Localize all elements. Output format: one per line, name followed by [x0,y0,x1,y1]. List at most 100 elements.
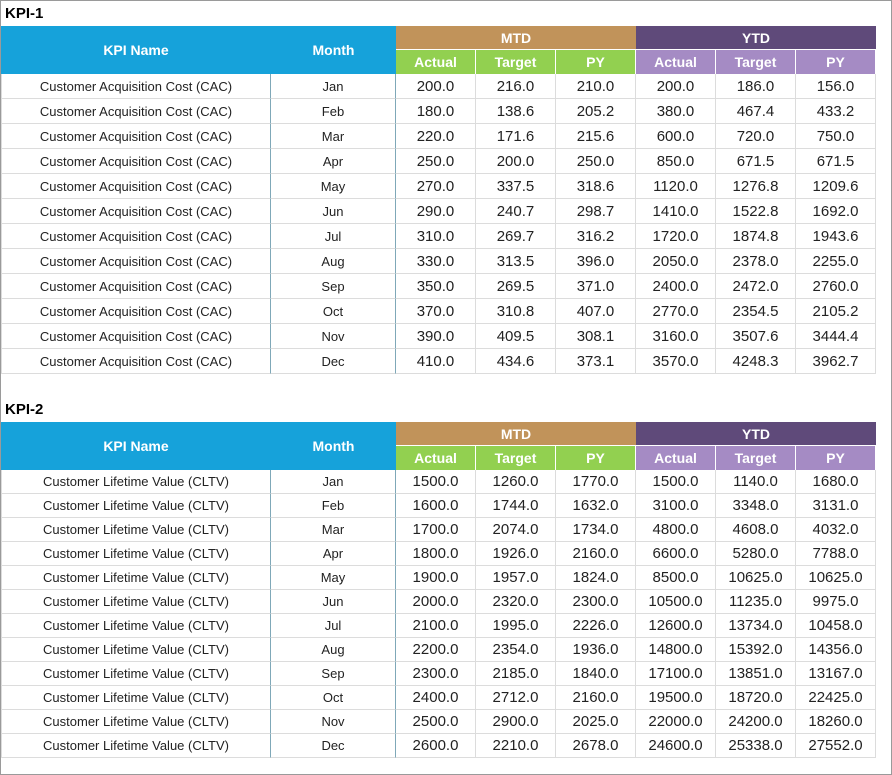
month-cell: Nov [271,324,396,349]
month-cell: Jul [271,614,396,638]
sub-header: PY [796,50,876,74]
value-cell: 18720.0 [716,686,796,710]
value-cell: 2760.0 [796,274,876,299]
value-cell: 200.0 [636,74,716,99]
kpi-name-cell: Customer Lifetime Value (CLTV) [1,470,271,494]
value-cell: 1209.6 [796,174,876,199]
kpi-name-cell: Customer Acquisition Cost (CAC) [1,224,271,249]
month-cell: Apr [271,542,396,566]
kpi-name-cell: Customer Acquisition Cost (CAC) [1,274,271,299]
month-cell: Jun [271,590,396,614]
value-cell: 316.2 [556,224,636,249]
value-cell: 2210.0 [476,734,556,758]
value-cell: 1926.0 [476,542,556,566]
value-cell: 2900.0 [476,710,556,734]
month-cell: May [271,174,396,199]
value-cell: 1600.0 [396,494,476,518]
value-cell: 186.0 [716,74,796,99]
value-cell: 250.0 [396,149,476,174]
value-cell: 25338.0 [716,734,796,758]
value-cell: 330.0 [396,249,476,274]
value-cell: 2185.0 [476,662,556,686]
header-mtd: MTD [396,26,636,50]
month-cell: Jan [271,74,396,99]
kpi-name-cell: Customer Lifetime Value (CLTV) [1,638,271,662]
value-cell: 215.6 [556,124,636,149]
value-cell: 3348.0 [716,494,796,518]
value-cell: 2678.0 [556,734,636,758]
value-cell: 310.0 [396,224,476,249]
value-cell: 3131.0 [796,494,876,518]
kpi-name-cell: Customer Acquisition Cost (CAC) [1,149,271,174]
value-cell: 180.0 [396,99,476,124]
value-cell: 298.7 [556,199,636,224]
value-cell: 720.0 [716,124,796,149]
value-cell: 373.1 [556,349,636,374]
value-cell: 2226.0 [556,614,636,638]
value-cell: 1744.0 [476,494,556,518]
value-cell: 210.0 [556,74,636,99]
value-cell: 17100.0 [636,662,716,686]
value-cell: 750.0 [796,124,876,149]
value-cell: 138.6 [476,99,556,124]
header-kpi-name: KPI Name [1,422,271,470]
kpi-name-cell: Customer Lifetime Value (CLTV) [1,614,271,638]
value-cell: 216.0 [476,74,556,99]
sub-header: Target [476,446,556,470]
value-cell: 409.5 [476,324,556,349]
value-cell: 1957.0 [476,566,556,590]
value-cell: 600.0 [636,124,716,149]
value-cell: 2160.0 [556,542,636,566]
value-cell: 12600.0 [636,614,716,638]
value-cell: 2300.0 [556,590,636,614]
value-cell: 10625.0 [716,566,796,590]
value-cell: 200.0 [476,149,556,174]
value-cell: 4800.0 [636,518,716,542]
value-cell: 2050.0 [636,249,716,274]
value-cell: 1500.0 [636,470,716,494]
value-cell: 2074.0 [476,518,556,542]
value-cell: 10500.0 [636,590,716,614]
value-cell: 2400.0 [636,274,716,299]
kpi-name-cell: Customer Acquisition Cost (CAC) [1,199,271,224]
value-cell: 1140.0 [716,470,796,494]
value-cell: 410.0 [396,349,476,374]
value-cell: 156.0 [796,74,876,99]
month-cell: Dec [271,349,396,374]
sub-header: Target [716,446,796,470]
kpi-name-cell: Customer Acquisition Cost (CAC) [1,74,271,99]
kpi-name-cell: Customer Acquisition Cost (CAC) [1,174,271,199]
value-cell: 380.0 [636,99,716,124]
value-cell: 1500.0 [396,470,476,494]
kpi-name-cell: Customer Lifetime Value (CLTV) [1,734,271,758]
value-cell: 433.2 [796,99,876,124]
section-title: KPI-2 [5,401,44,418]
value-cell: 2712.0 [476,686,556,710]
value-cell: 310.8 [476,299,556,324]
section-title: KPI-1 [5,5,44,22]
value-cell: 434.6 [476,349,556,374]
sub-header: Actual [396,446,476,470]
value-cell: 14356.0 [796,638,876,662]
month-cell: Jun [271,199,396,224]
month-cell: Sep [271,274,396,299]
value-cell: 1720.0 [636,224,716,249]
value-cell: 2200.0 [396,638,476,662]
month-cell: Aug [271,249,396,274]
value-cell: 9975.0 [796,590,876,614]
value-cell: 2320.0 [476,590,556,614]
value-cell: 308.1 [556,324,636,349]
value-cell: 14800.0 [636,638,716,662]
month-cell: Mar [271,124,396,149]
value-cell: 1770.0 [556,470,636,494]
kpi-name-cell: Customer Acquisition Cost (CAC) [1,324,271,349]
value-cell: 1840.0 [556,662,636,686]
kpi-name-cell: Customer Acquisition Cost (CAC) [1,249,271,274]
month-cell: Oct [271,686,396,710]
value-cell: 3962.7 [796,349,876,374]
value-cell: 270.0 [396,174,476,199]
value-cell: 1800.0 [396,542,476,566]
kpi-name-cell: Customer Acquisition Cost (CAC) [1,299,271,324]
value-cell: 370.0 [396,299,476,324]
